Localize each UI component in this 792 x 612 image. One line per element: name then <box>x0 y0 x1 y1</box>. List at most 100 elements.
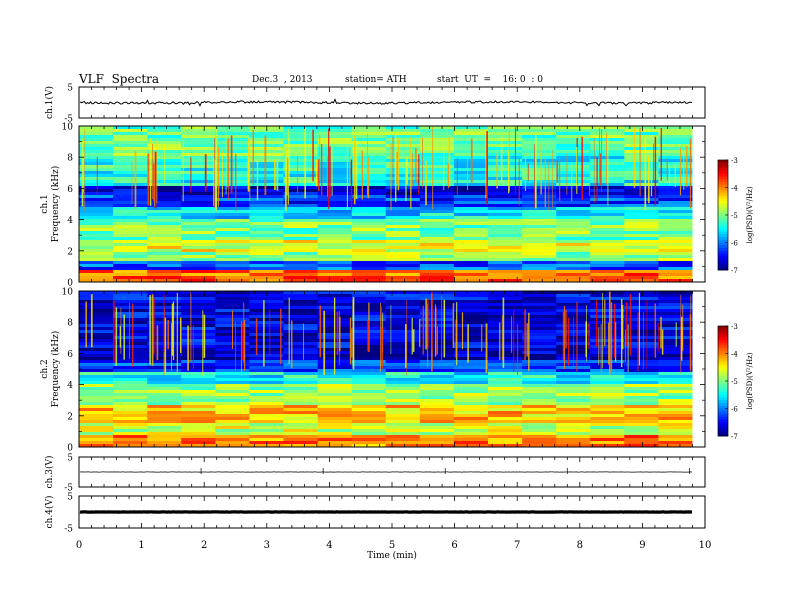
heatmap-cell <box>488 174 523 178</box>
heatmap-cell <box>215 186 250 190</box>
heatmap-cell <box>488 444 523 448</box>
heatmap-cell <box>624 273 659 277</box>
colorbar-segment <box>718 372 728 376</box>
heatmap-cell <box>79 270 114 274</box>
heatmap-cell <box>249 201 285 205</box>
heatmap-cell <box>79 372 114 376</box>
heatmap-cell <box>249 354 285 358</box>
heatmap-cell <box>624 183 659 187</box>
heatmap-cell <box>590 300 625 304</box>
heatmap-cell <box>147 423 182 427</box>
heatmap-cell <box>488 144 523 148</box>
heatmap-cell <box>181 174 216 178</box>
heatmap-cell <box>79 267 114 271</box>
heatmap-cell <box>385 255 421 259</box>
heatmap-cell <box>283 444 319 448</box>
heatmap-cell <box>215 150 250 154</box>
heatmap-cell <box>419 243 455 247</box>
heatmap-cell <box>453 297 489 301</box>
heatmap-cell <box>283 222 319 226</box>
heatmap-cell <box>351 399 387 403</box>
heatmap-cell <box>453 204 489 208</box>
heatmap-cell <box>147 213 182 217</box>
heatmap-cell <box>488 135 523 139</box>
colorbar-segment <box>718 394 728 398</box>
heatmap-cell <box>419 300 455 304</box>
heatmap-cell <box>113 444 148 448</box>
heatmap-cell <box>385 339 421 343</box>
heatmap-cell <box>624 156 659 160</box>
heatmap-cell <box>113 135 148 139</box>
heatmap-cell <box>556 291 591 295</box>
heatmap-cell <box>181 327 216 331</box>
heatmap-cell <box>351 258 387 262</box>
heatmap-cell <box>351 426 387 430</box>
colorbar-segment <box>718 364 728 368</box>
heatmap-cell <box>658 402 694 406</box>
heatmap-cell <box>658 372 694 376</box>
heatmap-cell <box>147 264 182 268</box>
heatmap-cell <box>419 321 455 325</box>
heatmap-cell <box>113 387 148 391</box>
heatmap-cell <box>556 429 591 433</box>
heatmap-cell <box>181 441 216 445</box>
heatmap-cell <box>181 348 216 352</box>
heatmap-cell <box>419 384 455 388</box>
heatmap-cell <box>317 153 353 157</box>
heatmap-cell <box>79 126 114 130</box>
heatmap-cell <box>522 177 557 181</box>
heatmap-cell <box>556 417 591 421</box>
heatmap-cell <box>522 327 557 331</box>
heatmap-cell <box>215 291 250 295</box>
heatmap-cell <box>113 192 148 196</box>
heatmap-cell <box>249 336 285 340</box>
heatmap-cell <box>79 378 114 382</box>
heatmap-cell <box>624 330 659 334</box>
heatmap-cell <box>147 267 182 271</box>
heatmap-cell <box>385 261 421 265</box>
heatmap-cell <box>590 216 625 220</box>
heatmap-cell <box>181 264 216 268</box>
heatmap-cell <box>351 297 387 301</box>
heatmap-cell <box>419 231 455 235</box>
heatmap-cell <box>249 138 285 142</box>
heatmap-cell <box>385 315 421 319</box>
heatmap-cell <box>283 165 319 169</box>
x-tick-label: 3 <box>264 540 270 551</box>
heatmap-cell <box>215 246 250 250</box>
heatmap-cell <box>215 387 250 391</box>
heatmap-cell <box>113 441 148 445</box>
heatmap-cell <box>181 153 216 157</box>
heatmap-cell <box>658 396 694 400</box>
heatmap-cell <box>215 132 250 136</box>
heatmap-cell <box>215 141 250 145</box>
heatmap-cell <box>624 210 659 214</box>
heatmap-cell <box>283 243 319 247</box>
heatmap-cell <box>419 234 455 238</box>
heatmap-cell <box>556 174 591 178</box>
heatmap-cell <box>351 132 387 136</box>
heatmap-cell <box>249 225 285 229</box>
heatmap-cell <box>556 276 591 280</box>
heatmap-cell <box>658 357 694 361</box>
heatmap-cell <box>147 441 182 445</box>
heatmap-cell <box>113 318 148 322</box>
heatmap-cell <box>624 147 659 151</box>
heatmap-cell <box>317 183 353 187</box>
heatmap-cell <box>453 246 489 250</box>
heatmap-cell <box>556 177 591 181</box>
heatmap-cell <box>658 390 694 394</box>
heatmap-cell <box>419 360 455 364</box>
heatmap-cell <box>283 327 319 331</box>
heatmap-cell <box>624 300 659 304</box>
heatmap-cell <box>488 210 523 214</box>
heatmap-cell <box>488 345 523 349</box>
heatmap-cell <box>249 315 285 319</box>
heatmap-cell <box>658 384 694 388</box>
heatmap-cell <box>453 423 489 427</box>
heatmap-cell <box>113 324 148 328</box>
heatmap-cell <box>419 258 455 262</box>
heatmap-cell <box>419 207 455 211</box>
heatmap-cell <box>249 309 285 313</box>
heatmap-cell <box>113 264 148 268</box>
